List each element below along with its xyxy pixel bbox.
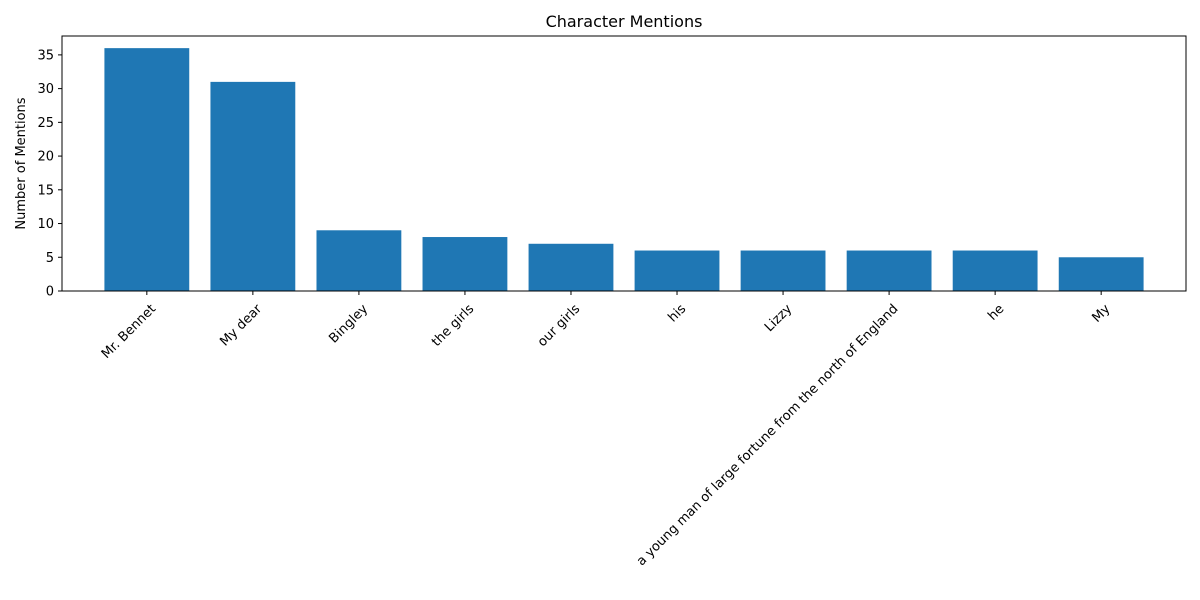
bar-7 [846,250,932,291]
bar-8 [952,250,1038,291]
y-axis-label: Number of Mentions [14,97,29,229]
y-tick-label-1: 5 [46,251,54,266]
y-axis-ticks: 0 5 10 15 20 25 30 35 [37,48,62,300]
bar-2 [316,230,402,291]
bar-1 [210,81,296,291]
x-axis-ticks: Mr. Bennet My dear Bingley the girls our gir… [99,291,1114,569]
bar-6 [740,250,826,291]
y-tick-label-0: 0 [46,285,54,300]
y-tick-label-7: 35 [37,48,54,63]
x-tick-label-3: the girls [429,301,477,349]
x-tick-label-7: a young man of large fortune from the no… [634,302,901,569]
x-tick-label-2: Bingley [326,301,371,346]
x-tick-label-0: Mr. Bennet [99,302,159,362]
x-tick-label-4: our girls [535,301,583,349]
y-tick-label-4: 20 [37,150,54,165]
y-tick-label-2: 10 [37,217,54,232]
x-tick-label-1: My dear [217,301,265,349]
bar-4 [528,243,614,291]
x-tick-label-9: My [1089,301,1113,325]
bar-5 [634,250,720,291]
chart-title: Character Mentions [546,12,703,31]
y-tick-label-3: 15 [37,183,54,198]
bar-0 [104,48,190,292]
y-tick-label-6: 30 [37,82,54,97]
x-tick-label-6: Lizzy [762,301,796,335]
bars [104,48,1144,292]
x-tick-label-5: his [666,301,690,325]
bar-3 [422,237,508,291]
y-tick-label-5: 25 [37,116,54,131]
bar-9 [1058,257,1144,291]
x-tick-label-8: he [985,302,1007,324]
plot-frame [61,35,1187,292]
